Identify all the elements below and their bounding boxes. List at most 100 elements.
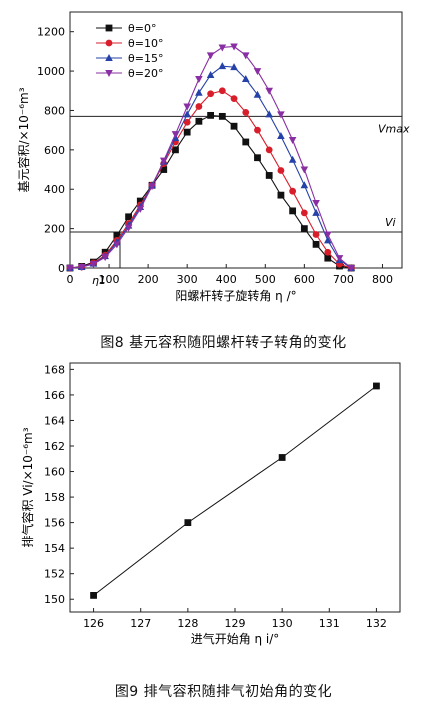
x-tick-label: 126 [83,617,104,630]
data-point [90,592,97,599]
y-tick-label: 154 [44,542,65,555]
y-axis-label: 基元容积/×10⁻⁶m³ [16,87,31,192]
data-point [288,155,297,163]
x-tick-label: 400 [216,273,237,286]
data-point [265,87,273,95]
data-point [183,103,191,111]
x-tick-label: 800 [372,273,393,286]
data-point [253,90,262,98]
y-tick-label: 158 [44,491,65,504]
legend-label: θ=10° [128,37,163,50]
data-point [218,62,227,70]
data-point [218,44,227,52]
x-tick-label: 132 [366,617,387,630]
data-point [230,63,238,71]
data-point [288,137,297,144]
data-point [230,122,238,130]
data-point [242,138,250,146]
data-point [206,71,215,79]
series-0 [66,111,355,272]
y-tick-label: 800 [44,104,65,117]
data-point [136,197,144,205]
x-tick-label: 128 [177,617,198,630]
data-point [254,154,261,162]
data-point [171,131,180,139]
data-point [312,240,320,248]
series-line [69,114,352,269]
data-point [159,157,168,165]
data-point [300,181,309,189]
y-tick-label: 1200 [37,26,65,39]
series-0 [90,382,380,599]
data-point [184,519,192,527]
x-tick-label: 500 [255,273,276,286]
legend-marker [105,39,113,47]
data-point [124,224,133,232]
data-point [207,90,215,98]
data-point [300,209,308,217]
data-point [300,166,309,174]
series-line [93,385,377,596]
data-point [289,207,297,215]
y-tick-label: 400 [44,183,65,196]
plot-frame [69,362,401,613]
data-point [323,236,332,244]
series-3 [66,43,356,272]
data-point [324,254,332,262]
data-point [113,232,121,239]
vi-label: Vi [385,216,396,229]
y-tick-label: 166 [44,389,65,402]
data-point [254,126,261,134]
y-tick-label: 162 [44,440,65,453]
eta1-label: η1 [92,274,106,287]
data-point [300,225,308,233]
data-point [265,110,273,118]
legend-marker [105,70,113,77]
data-point [218,112,226,120]
y-tick-label: 152 [44,568,65,581]
data-point [265,172,273,179]
y-tick-label: 164 [44,414,65,427]
chart-figure-8: 0 100 200 300 400 500 600 700 800 0 200 400 600 800 10… [16,11,410,303]
x-tick-label: 100 [99,273,120,286]
data-point [218,87,226,95]
x-tick-label: 200 [138,273,159,286]
legend-marker [105,54,113,61]
data-point [289,187,297,195]
plot-frame [69,11,403,269]
data-point [101,254,109,262]
data-point [136,205,145,213]
data-point [195,75,203,83]
data-point [160,166,168,173]
y-tick-label: 156 [44,517,65,530]
data-point [183,118,191,126]
data-point [253,68,262,76]
y-tick-label: 150 [44,593,65,606]
data-point [277,132,285,140]
data-point [312,200,320,208]
data-point [148,183,156,191]
legend-label: θ=20° [128,67,163,80]
chart-figure-9: 126 127 128 129 130 131 132 150 152 154 156 158 160 1… [20,362,401,646]
x-tick-label: 129 [225,617,246,630]
legend: θ=0° θ=10° θ=15° θ=20° [96,22,163,80]
data-point [206,52,215,60]
data-point [323,231,332,239]
data-point [278,454,286,461]
data-point [195,117,203,125]
data-point [230,43,238,51]
data-point [195,88,203,96]
x-tick-label: 300 [177,273,198,286]
x-tick-label: 700 [333,273,354,286]
data-point [77,264,86,272]
legend-label: θ=15° [128,52,163,65]
y-tick-label: 600 [44,144,65,157]
data-point [241,52,250,60]
y-tick-label: 1000 [37,65,65,78]
data-point [277,111,285,119]
x-axis-label: 进气开始角 η i/° [191,631,280,646]
data-point [335,255,344,263]
y-tick-label: 0 [58,262,65,275]
y-tick-label: 200 [44,223,65,236]
